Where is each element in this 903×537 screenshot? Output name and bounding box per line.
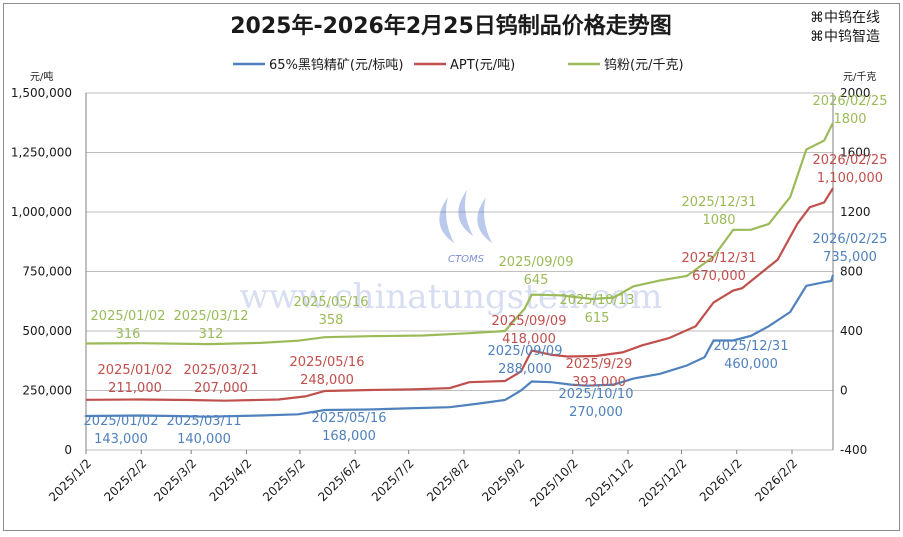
annotation-date: 2025/05/16 [294, 295, 369, 310]
x-tick-label: 2025/2/2 [101, 456, 149, 504]
x-tick-label: 2025/4/2 [207, 456, 255, 504]
annotation-date: 2026/02/25 [813, 153, 888, 168]
x-tick-label: 2025/6/2 [315, 456, 363, 504]
x-tick-label: 2025/1/2 [46, 456, 94, 504]
annotation-date: 2025/10/13 [560, 293, 635, 308]
brand-label: ⌘中钨智造 [810, 29, 880, 45]
annotation-date: 2025/01/02 [84, 414, 159, 429]
left-tick-label: 250,000 [22, 384, 72, 398]
annotation-date: 2025/12/31 [714, 339, 789, 354]
annotation-value: 418,000 [502, 332, 556, 347]
left-tick-label: 1,500,000 [11, 86, 72, 100]
annotation-value: 393,000 [572, 375, 626, 390]
right-tick-label: 0 [840, 384, 848, 398]
legend-label: APT(元/吨) [450, 58, 515, 73]
annotation-value: 270,000 [569, 405, 623, 420]
annotation-value: 645 [524, 273, 549, 288]
annotation-value: 312 [199, 327, 224, 342]
x-tick-label: 2025/11/2 [583, 456, 636, 509]
x-tick-label: 2026/1/2 [697, 456, 745, 504]
watermark-text: www.chinatungsten.com [240, 277, 663, 317]
annotation-value: 615 [585, 311, 610, 326]
right-tick-label: 1200 [840, 205, 871, 219]
x-tick-label: 2025/8/2 [424, 456, 472, 504]
annotation-date: 2025/09/09 [499, 255, 574, 270]
annotation-value: 211,000 [108, 381, 162, 396]
annotation-value: 143,000 [94, 432, 148, 447]
x-tick-label: 2025/7/2 [369, 456, 417, 504]
annotation-value: 1,100,000 [817, 171, 883, 186]
annotation-date: 2025/9/29 [566, 357, 633, 372]
right-tick-label: 400 [840, 324, 863, 338]
annotation-date: 2025/05/16 [290, 355, 365, 370]
right-tick-label: 1600 [840, 146, 871, 160]
series-line [85, 274, 835, 418]
chart-frame [3, 3, 900, 531]
x-tick-label: 2025/10/2 [527, 456, 580, 509]
left-tick-label: 0 [64, 443, 72, 457]
annotation-value: 168,000 [322, 429, 376, 444]
right-tick-label: 2000 [840, 86, 871, 100]
watermark-logo-shape [439, 197, 454, 243]
annotation-value: 1080 [702, 213, 735, 228]
annotation-date: 2025/03/11 [167, 414, 242, 429]
series-line [85, 122, 834, 346]
right-axis-unit: 元/千克 [843, 71, 876, 83]
watermark-logo-shape [477, 197, 492, 243]
x-tick-label: 2026/2/2 [752, 456, 800, 504]
brand-label: ⌘中钨在线 [810, 10, 880, 26]
annotation-date: 2025/01/02 [91, 309, 166, 324]
left-tick-label: 1,000,000 [11, 205, 72, 219]
annotation-value: 358 [319, 313, 344, 328]
left-axis-unit: 元/吨 [30, 70, 53, 83]
left-tick-label: 500,000 [22, 324, 72, 338]
chart-title: 2025年-2026年2月25日钨制品价格走势图 [230, 13, 672, 39]
annotation-value: 316 [116, 327, 141, 342]
watermark-logo-shape [458, 190, 473, 236]
annotation-value: 670,000 [692, 269, 746, 284]
annotation-value: 1800 [833, 112, 866, 127]
left-tick-label: 750,000 [22, 265, 72, 279]
legend-label: 65%黑钨精矿(元/标吨) [269, 57, 403, 73]
annotation-value: 288,000 [498, 362, 552, 377]
left-tick-label: 1,250,000 [11, 146, 72, 160]
annotation-date: 2026/02/25 [813, 232, 888, 247]
x-tick-label: 2025/9/2 [479, 456, 527, 504]
annotation-date: 2025/09/09 [488, 344, 563, 359]
watermark-logo-text: CTOMS [448, 254, 485, 265]
legend-label: 钨粉(元/千克) [604, 57, 684, 73]
annotation-date: 2025/12/31 [682, 195, 757, 210]
annotation-value: 140,000 [177, 432, 231, 447]
right-tick-label: -400 [840, 443, 867, 457]
annotation-date: 2026/02/25 [813, 94, 888, 109]
annotation-value: 248,000 [300, 373, 354, 388]
x-tick-label: 2025/5/2 [260, 456, 308, 504]
annotation-date: 2025/10/10 [559, 387, 634, 402]
annotation-date: 2025/05/16 [312, 411, 387, 426]
x-tick-label: 2025/12/2 [636, 456, 689, 509]
x-tick-label: 2025/3/2 [151, 456, 199, 504]
annotation-date: 2025/09/09 [492, 314, 567, 329]
right-tick-label: 800 [840, 265, 863, 279]
annotation-value: 207,000 [194, 381, 248, 396]
annotation-date: 2025/01/02 [98, 363, 173, 378]
annotation-date: 2025/03/21 [184, 363, 259, 378]
annotation-date: 2025/03/12 [174, 309, 249, 324]
annotation-date: 2025/12/31 [682, 251, 757, 266]
annotation-value: 735,000 [823, 250, 877, 265]
annotation-value: 460,000 [724, 357, 778, 372]
series-line [85, 187, 834, 402]
